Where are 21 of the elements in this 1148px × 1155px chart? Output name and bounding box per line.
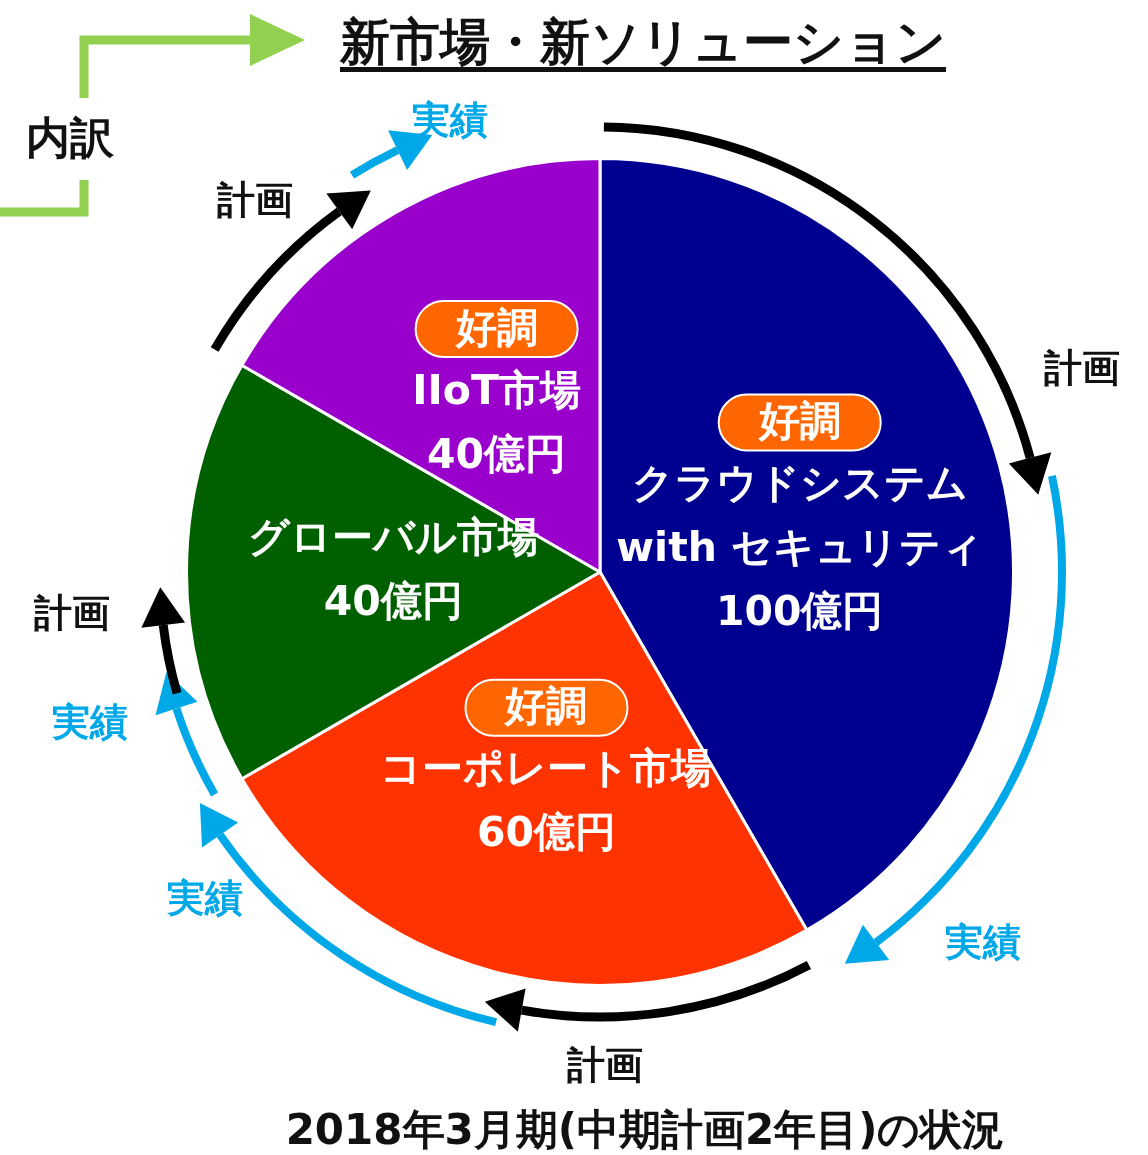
data-label: 100億円: [715, 587, 884, 636]
slice-label: クラウドシステム with セキュリティ: [616, 459, 984, 572]
text: 好調: [758, 397, 841, 446]
text: 計画: [567, 1043, 643, 1087]
data-label: 40億円: [427, 429, 567, 478]
text: 計画: [1044, 346, 1120, 390]
chart-title: 新市場・新ソリューション: [340, 13, 946, 71]
slice-label: コーポレート市場: [380, 744, 713, 793]
data-label: 60億円: [476, 808, 617, 857]
slice-label: グローバル市場: [247, 512, 539, 561]
text: 実績: [945, 920, 1021, 964]
text: 実績: [167, 876, 243, 920]
text: 計画: [217, 178, 293, 222]
text: 内訳: [26, 112, 114, 163]
text: 好調: [505, 682, 588, 731]
text: 実績: [52, 700, 128, 744]
text: 2018年3月期(中期計画2年目)の状況: [285, 1105, 1005, 1154]
text: 計画: [34, 591, 110, 635]
slice-label: IIoT市場: [412, 365, 581, 414]
text: 好調: [455, 303, 538, 352]
data-label: 40億円: [323, 576, 463, 625]
